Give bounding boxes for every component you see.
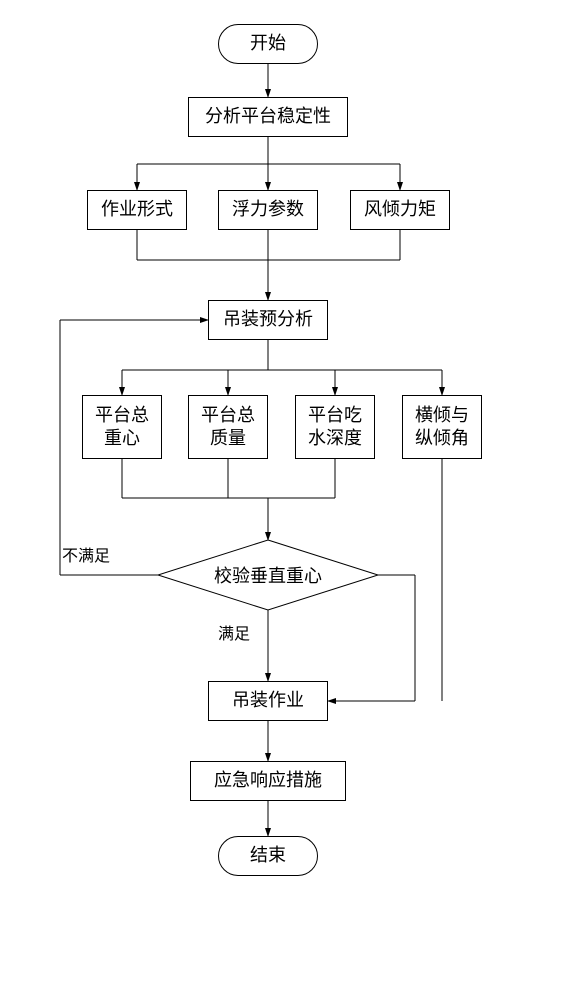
mass-node: 平台总 质量 <box>188 395 268 459</box>
wind-node: 风倾力矩 <box>350 190 450 230</box>
opform-node: 作业形式 <box>87 190 187 230</box>
buoyancy-node: 浮力参数 <box>218 190 318 230</box>
verify-node: 校验垂直重心 <box>158 540 378 610</box>
centroid-node: 平台总 重心 <box>82 395 162 459</box>
label-satisfy: 满足 <box>218 620 250 644</box>
preanalysis-node: 吊装预分析 <box>208 300 328 340</box>
draft-node: 平台吃 水深度 <box>295 395 375 459</box>
start-node: 开始 <box>218 24 318 64</box>
emergency-node: 应急响应措施 <box>190 761 346 801</box>
analyze-node: 分析平台稳定性 <box>188 97 348 137</box>
label-not-satisfy: 不满足 <box>62 542 110 566</box>
hoist-node: 吊装作业 <box>208 681 328 721</box>
end-node: 结束 <box>218 836 318 876</box>
tilt-node: 横倾与 纵倾角 <box>402 395 482 459</box>
